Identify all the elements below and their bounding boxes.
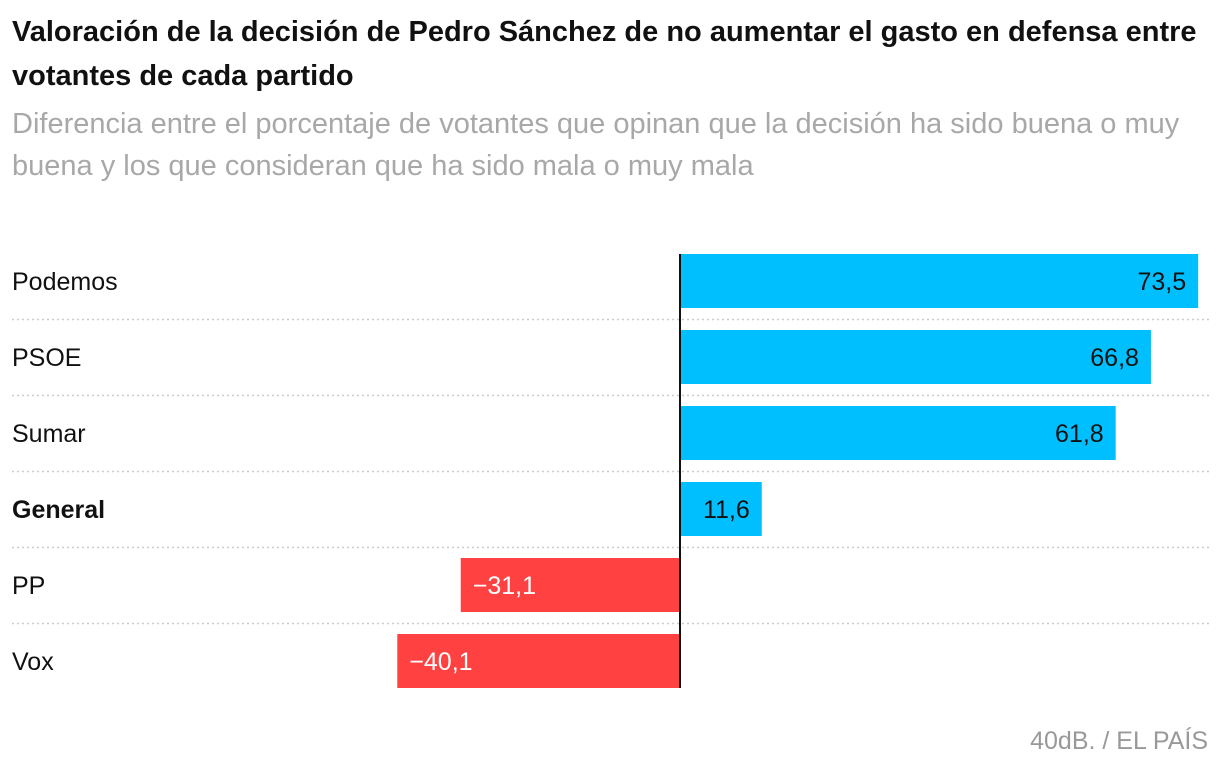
value-label: 61,8 <box>1055 420 1104 448</box>
value-label: −40,1 <box>409 648 472 676</box>
bar <box>397 634 680 688</box>
category-label: PSOE <box>12 344 81 372</box>
value-label: 66,8 <box>1090 344 1139 372</box>
bar <box>680 330 1151 384</box>
category-label: Vox <box>12 648 54 676</box>
bar <box>460 558 680 612</box>
category-label: Sumar <box>12 420 86 448</box>
bar <box>680 254 1199 308</box>
value-label: −31,1 <box>473 572 536 600</box>
bar <box>680 406 1116 460</box>
chart-subtitle: Diferencia entre el porcentaje de votant… <box>12 108 1180 182</box>
bar <box>680 482 762 536</box>
category-label: PP <box>12 572 45 600</box>
source-credit: 40dB. / EL PAÍS <box>1030 727 1208 755</box>
category-label: Podemos <box>12 268 118 296</box>
value-label: 11,6 <box>703 496 750 524</box>
chart-title: Valoración de la decisión de Pedro Sánch… <box>12 16 1197 92</box>
category-label: General <box>12 496 105 524</box>
value-label: 73,5 <box>1138 268 1187 296</box>
